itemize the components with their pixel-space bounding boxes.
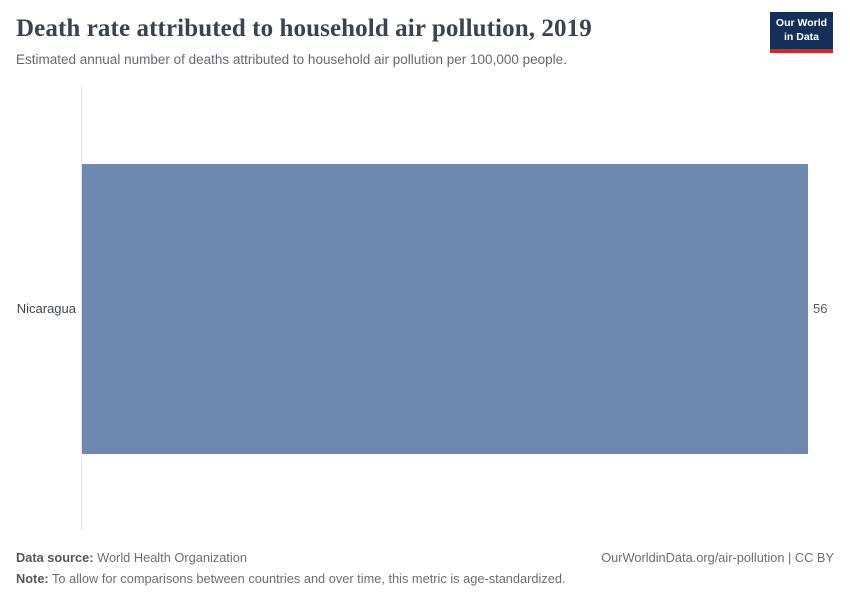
data-source-line: Data source: World Health Organization <box>16 547 247 568</box>
data-source-label: Data source: <box>16 550 94 565</box>
owid-logo[interactable]: Our World in Data <box>770 12 833 53</box>
owid-logo-line1: Our World <box>775 17 828 30</box>
note-line: Note: To allow for comparisons between c… <box>16 568 566 589</box>
note-value: To allow for comparisons between countri… <box>52 571 566 586</box>
y-axis-line <box>81 87 82 530</box>
data-source-value: World Health Organization <box>97 550 247 565</box>
chart-footer: Data source: World Health Organization O… <box>16 547 834 589</box>
rights-link[interactable]: OurWorldinData.org/air-pollution | CC BY <box>601 550 834 565</box>
bar-nicaragua[interactable] <box>82 164 808 454</box>
note-label: Note: <box>16 571 49 586</box>
chart-subtitle: Estimated annual number of deaths attrib… <box>16 52 567 67</box>
bar-label-nicaragua: Nicaragua <box>16 301 76 316</box>
page-title: Death rate attributed to household air p… <box>16 15 592 42</box>
bar-value-label: 56 <box>813 301 828 316</box>
owid-logo-line2: in Data <box>783 30 819 43</box>
